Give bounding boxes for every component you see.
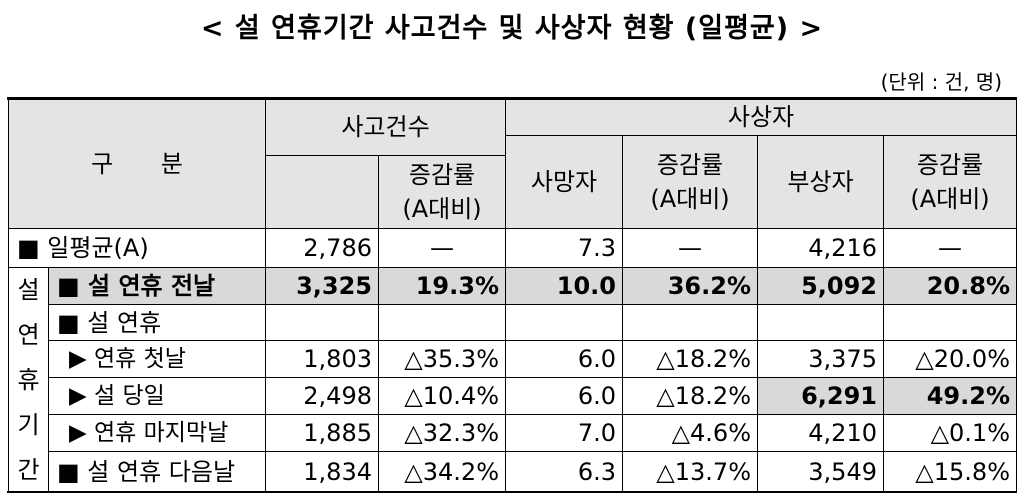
value-cell: 6.0 bbox=[505, 340, 623, 378]
value-cell: 7.0 bbox=[505, 414, 623, 452]
value-cell: △20.0% bbox=[883, 340, 1017, 378]
value-cell: 10.0 bbox=[505, 267, 623, 305]
row-label: ■ 설 연휴 bbox=[48, 304, 266, 341]
header-injured: 부상자 bbox=[757, 135, 884, 229]
value-cell: 1,885 bbox=[265, 414, 379, 452]
value-cell: 2,498 bbox=[265, 377, 379, 415]
value-cell: △35.3% bbox=[378, 340, 506, 378]
header-casualties: 사상자 bbox=[505, 98, 1017, 136]
value-cell: 1,834 bbox=[265, 451, 379, 493]
row-label: ▶ 연휴 첫날 bbox=[48, 340, 266, 378]
value-cell: 6.0 bbox=[505, 377, 623, 415]
value-cell: 3,325 bbox=[265, 267, 379, 305]
header-rate: 증감률 (A대비) bbox=[622, 135, 758, 229]
value-cell: △15.8% bbox=[883, 451, 1017, 493]
value-cell: 1,803 bbox=[265, 340, 379, 378]
value-cell: △13.7% bbox=[622, 451, 758, 493]
header-category: 구 분 bbox=[8, 98, 266, 229]
value-cell: △4.6% bbox=[622, 414, 758, 452]
side-label: 설연휴기간 bbox=[8, 267, 49, 493]
value-cell: 49.2% bbox=[883, 377, 1017, 415]
side-label-text: 설연휴기간 bbox=[17, 275, 40, 484]
value-cell: △0.1% bbox=[883, 414, 1017, 452]
row-label: ■ 설 연휴 다음날 bbox=[48, 451, 266, 493]
value-cell: 4,216 bbox=[757, 228, 884, 268]
unit-note: (단위 : 건, 명) bbox=[880, 70, 1002, 94]
header-rate: 증감률 (A대비) bbox=[883, 135, 1017, 229]
value-cell: 4,210 bbox=[757, 414, 884, 452]
value-cell: — bbox=[378, 228, 506, 268]
header-rate: 증감률 (A대비) bbox=[378, 155, 506, 229]
title: < 설 연휴기간 사고건수 및 사상자 현황 (일평균) > bbox=[200, 13, 824, 44]
value-cell: 7.3 bbox=[505, 228, 623, 268]
row-label: ■ 일평균(A) bbox=[8, 228, 266, 268]
value-cell: 3,549 bbox=[757, 451, 884, 493]
value-cell: 20.8% bbox=[883, 267, 1017, 305]
value-cell: △34.2% bbox=[378, 451, 506, 493]
value-cell: 2,786 bbox=[265, 228, 379, 268]
value-cell: 5,092 bbox=[757, 267, 884, 305]
value-cell: — bbox=[622, 228, 758, 268]
value-cell: △32.3% bbox=[378, 414, 506, 452]
value-cell: 6.3 bbox=[505, 451, 623, 493]
value-cell: △18.2% bbox=[622, 377, 758, 415]
value-cell bbox=[883, 304, 1017, 341]
value-cell bbox=[378, 304, 506, 341]
row-label: ▶ 연휴 마지막날 bbox=[48, 414, 266, 452]
value-cell: 3,375 bbox=[757, 340, 884, 378]
value-cell bbox=[622, 304, 758, 341]
value-cell: — bbox=[883, 228, 1017, 268]
header-blank bbox=[265, 155, 379, 229]
value-cell: 19.3% bbox=[378, 267, 506, 305]
header-accidents: 사고건수 bbox=[265, 98, 506, 156]
value-cell: △10.4% bbox=[378, 377, 506, 415]
header-deaths: 사망자 bbox=[505, 135, 623, 229]
value-cell bbox=[265, 304, 379, 341]
value-cell bbox=[505, 304, 623, 341]
value-cell: △18.2% bbox=[622, 340, 758, 378]
value-cell bbox=[757, 304, 884, 341]
row-label: ▶ 설 당일 bbox=[48, 377, 266, 415]
value-cell: 36.2% bbox=[622, 267, 758, 305]
value-cell: 6,291 bbox=[757, 377, 884, 415]
row-label: ■ 설 연휴 전날 bbox=[48, 267, 266, 305]
